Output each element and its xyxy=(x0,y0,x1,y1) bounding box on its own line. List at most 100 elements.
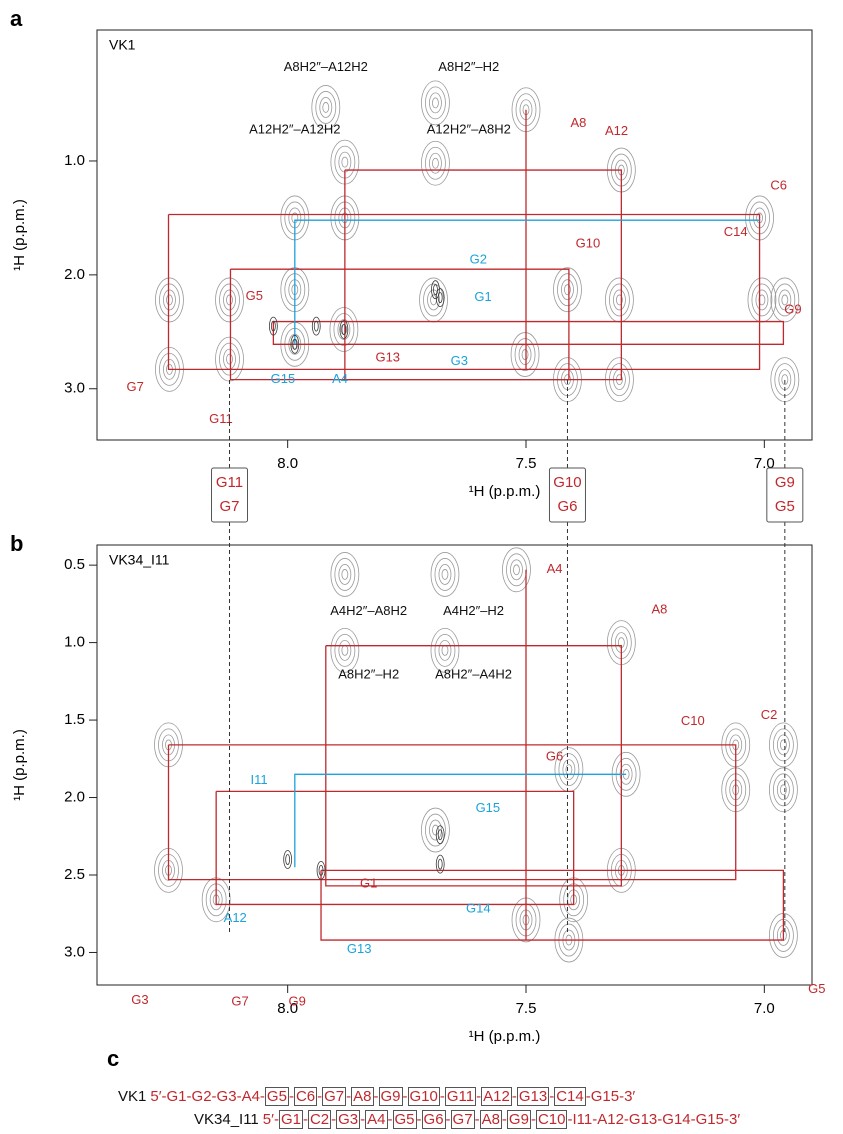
contour-ring xyxy=(166,295,172,305)
residue: G2 xyxy=(192,1088,212,1105)
sequence-end: 5′ xyxy=(263,1111,274,1128)
peak-annotation: G14 xyxy=(466,901,491,916)
contour-ring xyxy=(227,295,233,305)
peak-annotation: G7 xyxy=(231,993,248,1008)
contour-ring xyxy=(515,339,535,371)
contour-ring xyxy=(777,735,789,755)
peak-annotation: G10 xyxy=(576,236,601,251)
peak-annotation: G5 xyxy=(808,981,825,996)
connectivity-walk xyxy=(345,170,621,380)
sequence-name: VK1 xyxy=(118,1088,146,1105)
peak-annotation: A4 xyxy=(332,371,348,386)
peak-annotation: A12 xyxy=(605,123,628,138)
peak xyxy=(284,851,292,869)
peak-annotation: G7 xyxy=(126,379,143,394)
contour-ring xyxy=(429,93,441,113)
peak-annotation: G6 xyxy=(546,749,563,764)
peak-annotation: G15 xyxy=(476,800,501,815)
peak-annotation: A8 xyxy=(570,115,586,130)
contour-ring xyxy=(756,290,768,310)
contour-ring xyxy=(561,280,573,300)
peak-annotation: C10 xyxy=(681,713,705,728)
y-tick-label: 3.0 xyxy=(64,380,85,397)
residue: G7 xyxy=(451,1110,475,1129)
contour-ring xyxy=(220,343,240,375)
contour-ring xyxy=(339,640,351,660)
contour-ring xyxy=(284,851,292,869)
contour-ring xyxy=(432,98,438,108)
contour-ring xyxy=(320,97,332,117)
contour-ring xyxy=(316,91,336,123)
peak xyxy=(421,81,449,125)
connectivity-walk xyxy=(295,220,760,344)
residue: G9 xyxy=(379,1087,403,1106)
residue: G5 xyxy=(265,1087,289,1106)
sequence-line: VK34_I115′-G1-C2-G3-A4-G5-G6-G7-A8-G9-C1… xyxy=(194,1110,740,1129)
y-tick-label: 1.0 xyxy=(64,634,85,651)
residue: G13 xyxy=(629,1111,657,1128)
peak-annotation: I11 xyxy=(251,772,268,787)
peak xyxy=(216,337,244,381)
contour-ring xyxy=(334,314,354,346)
residue: A8 xyxy=(480,1110,502,1129)
contour-ring xyxy=(339,152,351,172)
contour-ring xyxy=(159,284,179,316)
contour-ring xyxy=(224,290,236,310)
residue: G1 xyxy=(279,1110,303,1129)
peak xyxy=(769,723,797,767)
peak xyxy=(431,552,459,596)
residue: G14 xyxy=(662,1111,690,1128)
peak xyxy=(421,141,449,185)
connectivity-walk xyxy=(321,870,783,940)
y-tick-label: 2.0 xyxy=(64,266,85,283)
peak xyxy=(312,317,320,335)
contour-ring xyxy=(442,569,448,579)
peak xyxy=(420,278,448,322)
residue: I11 xyxy=(572,1111,592,1128)
x-tick-label: 7.5 xyxy=(516,455,537,472)
contour-ring xyxy=(425,87,445,119)
correspondence-label: G9 xyxy=(775,474,795,491)
peak-annotation: G13 xyxy=(347,941,372,956)
contour-ring xyxy=(563,760,575,780)
figure-svg: a b c VK18.07.57.01.02.03.0¹H (p.p.m.)¹H… xyxy=(0,0,843,1134)
peak-annotation: G3 xyxy=(451,353,468,368)
y-tick-label: 1.0 xyxy=(64,152,85,169)
residue: G9 xyxy=(507,1110,531,1129)
x-axis-label: ¹H (p.p.m.) xyxy=(469,1028,541,1045)
peak xyxy=(769,768,797,812)
peak-annotation: G9 xyxy=(289,993,306,1008)
contour-ring xyxy=(438,830,442,840)
y-tick-label: 2.0 xyxy=(64,789,85,806)
contour-ring xyxy=(335,558,355,590)
contour-ring xyxy=(438,859,442,869)
residue: A12 xyxy=(481,1087,512,1106)
residue: G3 xyxy=(217,1088,237,1105)
x-tick-label: 7.5 xyxy=(516,1000,537,1017)
contour-ring xyxy=(163,290,175,310)
correspondence-label: G5 xyxy=(775,498,795,515)
peak-annotation: A4H2″–H2 xyxy=(443,603,504,618)
contour-ring xyxy=(425,147,445,179)
sequence-end: 5′ xyxy=(150,1088,161,1105)
contour-ring xyxy=(779,370,791,390)
contour-ring xyxy=(342,569,348,579)
contour-ring xyxy=(342,157,348,167)
panel-label: a xyxy=(10,6,23,31)
panel-label: b xyxy=(10,531,23,556)
peak-annotation: G5 xyxy=(246,288,263,303)
correspondence-label: G11 xyxy=(216,474,243,491)
contour-ring xyxy=(777,780,789,800)
contour-ring xyxy=(227,354,233,364)
peak-annotation: G9 xyxy=(784,302,801,317)
residue: A8 xyxy=(351,1087,373,1106)
peak-annotation: A12 xyxy=(224,910,247,925)
peak-annotation: G1 xyxy=(360,876,377,891)
connectivity-walk xyxy=(326,646,622,886)
contour-ring xyxy=(780,785,786,795)
residue: C10 xyxy=(536,1110,568,1129)
peak xyxy=(605,278,633,322)
contour-ring xyxy=(613,290,625,310)
contour-ring xyxy=(773,729,793,761)
